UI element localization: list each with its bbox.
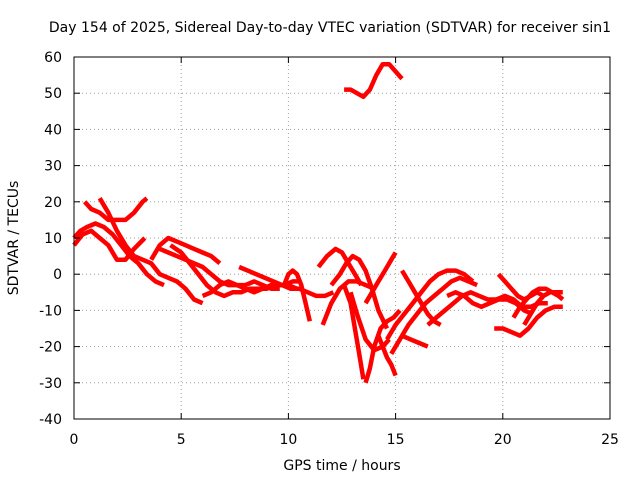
x-axis-label: GPS time / hours	[283, 458, 400, 474]
series-line-arc-26	[494, 304, 563, 338]
series-line-arc-20	[389, 275, 478, 355]
x-tick-label: 0	[70, 432, 79, 448]
series-line-arc-13	[329, 253, 390, 330]
x-tick-label: 20	[494, 432, 512, 448]
x-tick-label: 25	[601, 432, 619, 448]
series-line-arc-28	[522, 290, 563, 327]
chart-title: Day 154 of 2025, Sidereal Day-to-day VTE…	[49, 20, 611, 36]
y-tick-label: -20	[39, 340, 62, 356]
series-line-arc-27	[511, 286, 565, 319]
series-line-arc-11	[320, 279, 376, 326]
series-line-arc-4	[97, 197, 204, 306]
y-tick-label: -40	[39, 412, 62, 428]
series-line-arc-3	[72, 221, 165, 288]
y-tick-label: -10	[39, 303, 62, 319]
series-line-arc-7	[169, 243, 302, 299]
y-tick-label: -30	[39, 376, 62, 392]
axis-ticks	[73, 56, 611, 420]
series-line-arc-23	[426, 290, 548, 327]
x-tick-label: 10	[279, 432, 297, 448]
series-line-arc-2	[83, 196, 149, 223]
series-line-arc-10	[282, 268, 312, 322]
gridlines	[74, 57, 610, 419]
x-tick-label: 5	[177, 432, 186, 448]
y-tick-label: 30	[44, 159, 62, 175]
series-line-arc-6	[158, 246, 280, 291]
series-line-arc-16	[363, 308, 402, 384]
series-line-arc-19	[385, 268, 475, 341]
y-tick-labels: -40 -30 -20 -10 0 10 20 30 40 50 60	[39, 50, 62, 428]
series-line-arc-21	[401, 333, 429, 349]
y-tick-label: 0	[53, 267, 62, 283]
y-tick-label: 40	[44, 122, 62, 138]
series-line-arc-5	[149, 235, 222, 266]
y-tick-label: 10	[44, 231, 62, 247]
x-tick-labels: 0 5 10 15 20 25	[70, 432, 619, 448]
series-line-arc-18	[376, 334, 398, 377]
y-tick-label: 50	[44, 86, 62, 102]
series-line-arc-12	[316, 246, 364, 287]
data-series	[72, 61, 565, 384]
series-line-arc-29	[344, 61, 404, 100]
y-axis-label: SDTVAR / TECUs	[6, 181, 22, 296]
series-line-arc-17	[363, 251, 398, 305]
x-tick-label: 15	[387, 432, 405, 448]
y-tick-label: 60	[44, 50, 62, 66]
series-line-arc-9	[238, 264, 335, 299]
series-line-arc-14	[341, 284, 366, 380]
y-tick-label: 20	[44, 195, 62, 211]
